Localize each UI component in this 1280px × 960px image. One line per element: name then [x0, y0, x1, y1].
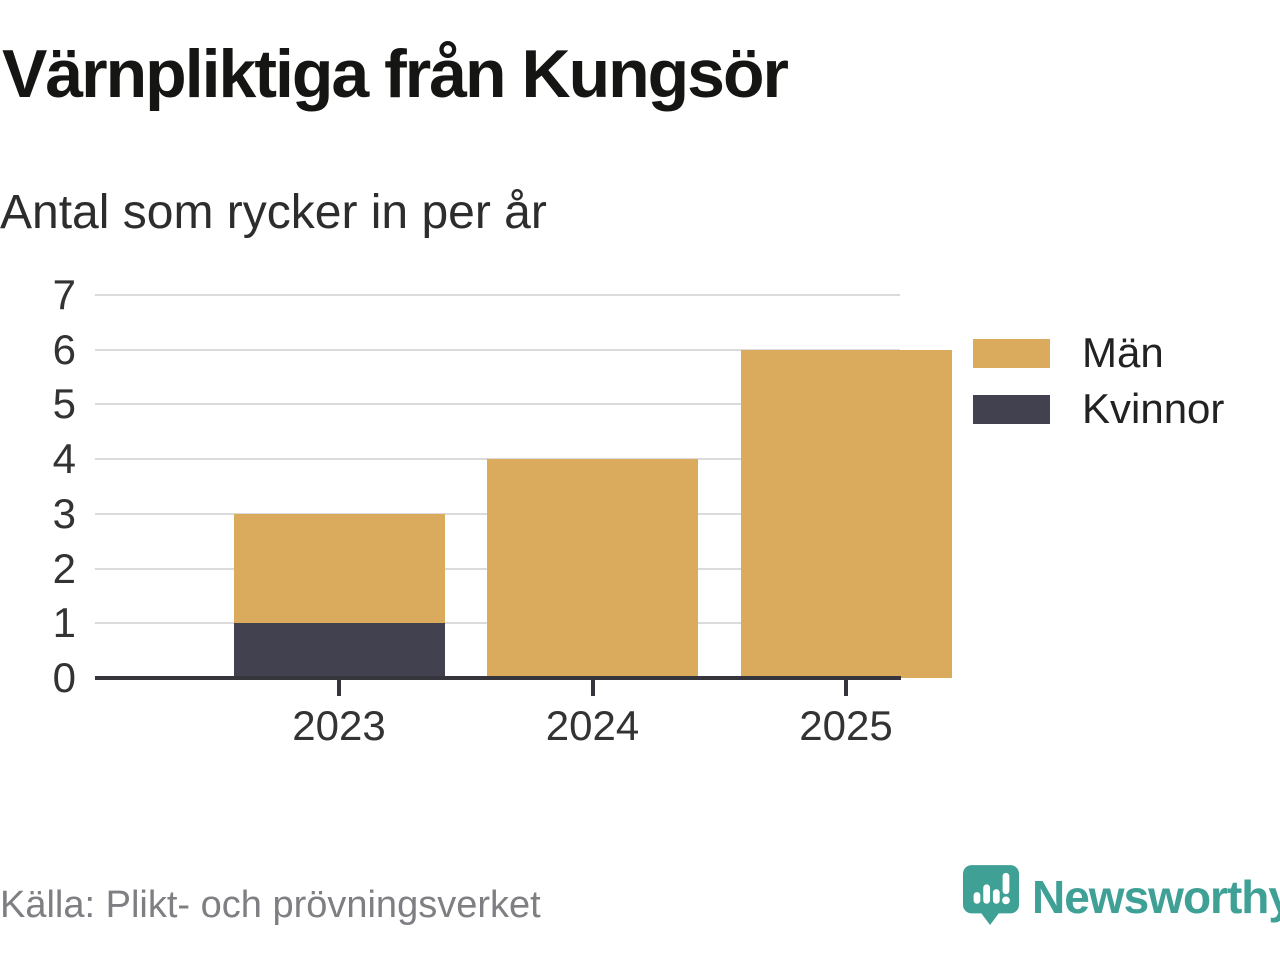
newsworthy-wordmark: Newsworthy [1032, 871, 1280, 923]
x-tick-2025 [844, 680, 848, 696]
legend-swatch-kvinnor [973, 394, 1050, 424]
x-axis-label-2024: 2024 [545, 702, 640, 749]
y-axis-label-0: 0 [52, 654, 76, 701]
bar-2024-män [487, 459, 698, 678]
x-axis-label-2023: 2023 [292, 702, 386, 749]
gridline-6 [95, 348, 900, 351]
gridline-5 [95, 403, 900, 406]
legend-label-kvinnor: Kvinnor [1082, 385, 1225, 432]
y-axis-label-7: 7 [52, 271, 76, 318]
y-axis-label-3: 3 [52, 489, 76, 537]
y-axis-label-1: 1 [52, 599, 76, 647]
chart-title: Värnpliktiga från Kungsör [2, 36, 789, 112]
bar-2023-kvinnor [233, 623, 445, 678]
y-axis-label-6: 6 [52, 325, 76, 373]
y-axis-label-4: 4 [52, 435, 76, 483]
y-axis-label-5: 5 [52, 380, 76, 428]
x-tick-2023 [337, 680, 341, 696]
source-note: Källa: Plikt- och prövningsverket [0, 884, 541, 926]
legend-swatch-män [973, 338, 1050, 368]
bar-2023-män [233, 513, 445, 624]
newsworthy-logo: Newsworthy [962, 862, 1280, 932]
legend-item-kvinnor: Kvinnor [973, 386, 1224, 432]
y-axis: 0 1 2 3 4 5 6 7 [0, 271, 76, 701]
legend-item-män: Män [973, 330, 1224, 376]
x-tick-2024 [590, 680, 595, 696]
legend: Män Kvinnor [973, 330, 1224, 432]
x-axis-line [95, 676, 901, 680]
x-axis: 2023 2024 2025 [95, 678, 900, 758]
gridline-4 [95, 458, 900, 461]
bar-2025-män [740, 349, 952, 678]
plot-area [95, 294, 952, 678]
legend-label-män: Män [1082, 329, 1164, 376]
gridline-7 [95, 294, 900, 296]
x-axis-label-2025: 2025 [799, 702, 893, 749]
newsworthy-speech-bubble-bar-chart-icon [962, 865, 1020, 926]
y-axis-label-2: 2 [52, 544, 76, 592]
chart-subtitle: Antal som rycker in per år [0, 186, 547, 239]
